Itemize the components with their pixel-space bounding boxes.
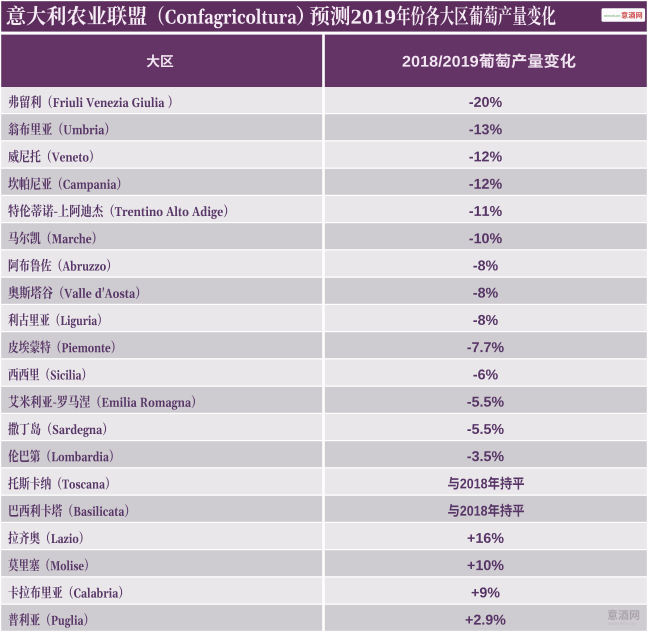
svg-text:winesinfo.com: winesinfo.com xyxy=(603,13,620,18)
svg-text:winesinfo.com: winesinfo.com xyxy=(608,621,637,626)
